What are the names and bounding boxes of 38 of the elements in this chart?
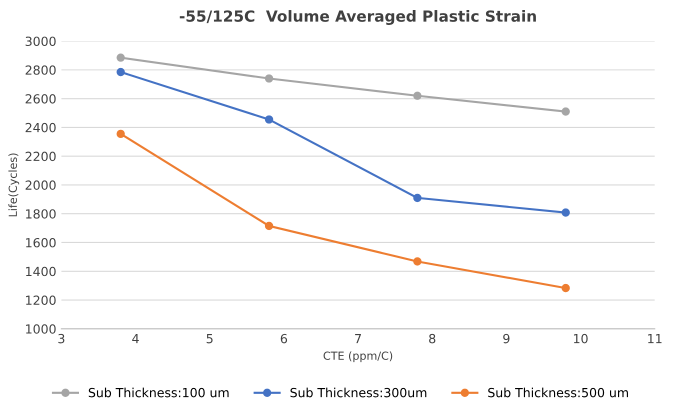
x-axis-title: CTE (ppm/C) <box>324 351 392 362</box>
x-tick-label: 3 <box>58 334 64 344</box>
y-tick-label: 2000 <box>26 180 56 190</box>
y-tick-label: 2200 <box>26 152 56 162</box>
legend-label: Sub Thickness:100 um <box>88 388 229 398</box>
y-tick-label: 1400 <box>26 266 56 276</box>
point <box>562 208 570 217</box>
y-tick-label: 1800 <box>26 209 56 219</box>
y-tick-label: 2400 <box>26 122 56 132</box>
point <box>116 68 125 76</box>
point <box>116 53 125 62</box>
x-tick-label: 10 <box>574 334 588 344</box>
y-tick-label: 2800 <box>26 65 56 75</box>
chart-title: -55/125C Volume Averaged Plastic Strain <box>180 10 536 25</box>
point <box>562 284 570 292</box>
point <box>264 115 274 124</box>
x-tick-label: 5 <box>206 334 213 344</box>
point <box>413 257 422 266</box>
x-tick-label: 4 <box>132 334 139 344</box>
x-tick-label: 8 <box>429 334 436 344</box>
point <box>413 194 422 202</box>
x-tick-label: 9 <box>503 334 510 344</box>
y-tick-label: 1000 <box>26 324 56 334</box>
x-tick-label: 11 <box>648 334 662 344</box>
y-tick-label: 1200 <box>26 296 56 305</box>
y-tick-label: 3000 <box>26 36 56 46</box>
legend-label: Sub Thickness:300um <box>290 388 426 398</box>
x-tick-label: 7 <box>355 334 361 344</box>
y-tick-label: 2600 <box>26 94 56 104</box>
x-tick-label: 6 <box>280 334 288 344</box>
point <box>264 222 274 230</box>
y-axis-title: Life(Cycles) <box>8 153 20 216</box>
point <box>413 92 422 100</box>
point <box>116 130 125 138</box>
legend-label: Sub Thickness:500 um <box>488 388 628 398</box>
point <box>562 107 570 116</box>
y-tick-label: 1600 <box>26 238 56 248</box>
point <box>264 74 274 83</box>
